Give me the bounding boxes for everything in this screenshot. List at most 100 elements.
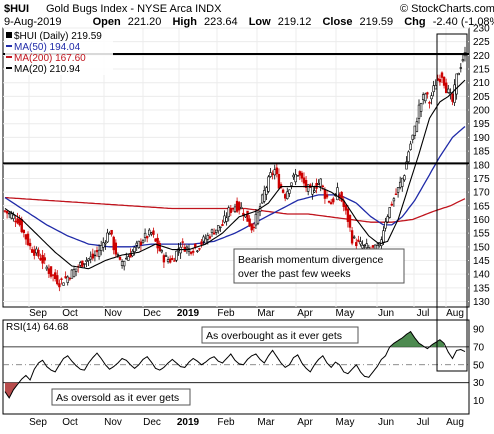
candle-body (95, 250, 99, 253)
candle-body (304, 180, 308, 188)
candle-body (250, 223, 253, 231)
candle-body (227, 207, 230, 217)
candle-body (162, 255, 166, 263)
candle-body (388, 207, 391, 218)
divergence-highlight-box (436, 33, 468, 372)
candle-body (235, 200, 239, 212)
candle-body (426, 92, 429, 95)
candle-body (237, 202, 241, 211)
candle-body (254, 213, 258, 226)
candle-body (248, 218, 251, 227)
price-y-tick-label: 195 (473, 119, 490, 130)
price-y-tick-label: 135 (473, 283, 490, 294)
candle-body (409, 143, 412, 150)
candle-body (421, 94, 425, 100)
price-y-axis: 130 135 140 145 150 155 160 165 170 175 180 185 190 1… (473, 24, 490, 309)
candle-body (231, 207, 235, 210)
candle-body (424, 93, 427, 102)
candle-body (49, 266, 53, 277)
candle-body (413, 125, 417, 136)
rsi-extreme-fills (5, 331, 445, 398)
candle-body (45, 266, 49, 270)
candle-body (384, 221, 387, 229)
candle-body (120, 261, 124, 266)
quote-line: 9-Aug-2019 Open 221.20 High 223.64 Low 2… (4, 16, 494, 28)
price-y-tick-label: 175 (473, 174, 490, 185)
candle-body (189, 251, 193, 254)
price-y-tick-label: 225 (473, 37, 490, 48)
candle-body (202, 236, 205, 242)
candle-body (204, 238, 207, 244)
candle-body (191, 250, 195, 253)
candle-body (302, 177, 306, 184)
rsi-overbought-fill (391, 331, 424, 347)
price-y-tick-label: 205 (473, 92, 490, 103)
candle-body (70, 269, 74, 279)
candle-body (141, 240, 145, 244)
candle-body (18, 218, 21, 226)
candle-body (430, 95, 433, 100)
candle-body (56, 275, 59, 285)
rsi-x-tick-label: Sep (29, 417, 47, 428)
candle-body (214, 229, 218, 233)
rsi-y-axis: 10 30 50 70 90 (473, 324, 485, 407)
candle-body (196, 250, 199, 252)
price-x-tick-label: Oct (62, 308, 78, 319)
price-y-tick-label: 140 (473, 270, 490, 281)
candle-body (168, 258, 172, 263)
candle-body (158, 243, 161, 252)
candle-body (152, 230, 155, 235)
candle-body (394, 193, 398, 196)
candle-body (83, 263, 86, 265)
candle-body (26, 233, 30, 246)
candle-body (283, 194, 287, 199)
candle-body (28, 242, 32, 247)
candle-body (108, 232, 111, 235)
rsi-x-tick-label: Mar (257, 417, 275, 428)
rsi-line-layer (4, 330, 466, 399)
candle-body (269, 172, 272, 177)
candle-body (267, 176, 270, 192)
candle-body (20, 219, 23, 233)
rsi-x-tick-label: Dec (143, 417, 161, 428)
price-x-tick-label: Nov (104, 308, 122, 319)
price-y-tick-label: 165 (473, 201, 490, 212)
rsi-y-tick-label: 90 (473, 324, 485, 335)
price-y-tick-label: 215 (473, 65, 490, 76)
candle-body (311, 186, 314, 195)
candle-body (329, 202, 333, 205)
overbought-annotation: As overbought as it ever gets (201, 326, 359, 344)
candle-body (156, 237, 159, 249)
candle-body (118, 256, 122, 260)
price-y-tick-label: 180 (473, 160, 490, 171)
chg-value: -2.40 (-1.08%) (433, 16, 494, 28)
candle-body (396, 187, 400, 193)
candle-body (233, 206, 237, 212)
candle-body (164, 255, 168, 257)
divergence-box (233, 248, 405, 284)
candle-body (401, 177, 404, 187)
candle-body (53, 272, 57, 279)
price-y-tick-label: 210 (473, 78, 490, 89)
divergence-annotation: Bearish momentum divergence over the pas… (233, 248, 405, 284)
rsi-x-tick-label: Feb (217, 417, 235, 428)
candle-body (7, 212, 11, 215)
candle-body (428, 102, 431, 104)
legend-ma200: MA(200) 167.60 (14, 53, 86, 64)
candle-body (208, 236, 212, 239)
candle-body (66, 276, 69, 283)
price-x-tick-label: Mar (257, 308, 275, 319)
candle-body (133, 247, 136, 252)
open-value: 221.20 (128, 16, 162, 28)
candle-body (110, 229, 113, 235)
candle-body (225, 217, 228, 222)
candle-body (210, 229, 214, 233)
candle-body (361, 244, 364, 249)
candle-body (390, 203, 394, 206)
price-x-tick-label: Feb (217, 308, 235, 319)
candle-body (344, 204, 348, 211)
rsi-x-axis: Sep Oct Nov Dec 2019 Feb Mar Apr May Jun Jul Aug (29, 417, 464, 428)
price-x-tick-label: 2019 (177, 308, 200, 319)
candle-body (273, 169, 276, 176)
